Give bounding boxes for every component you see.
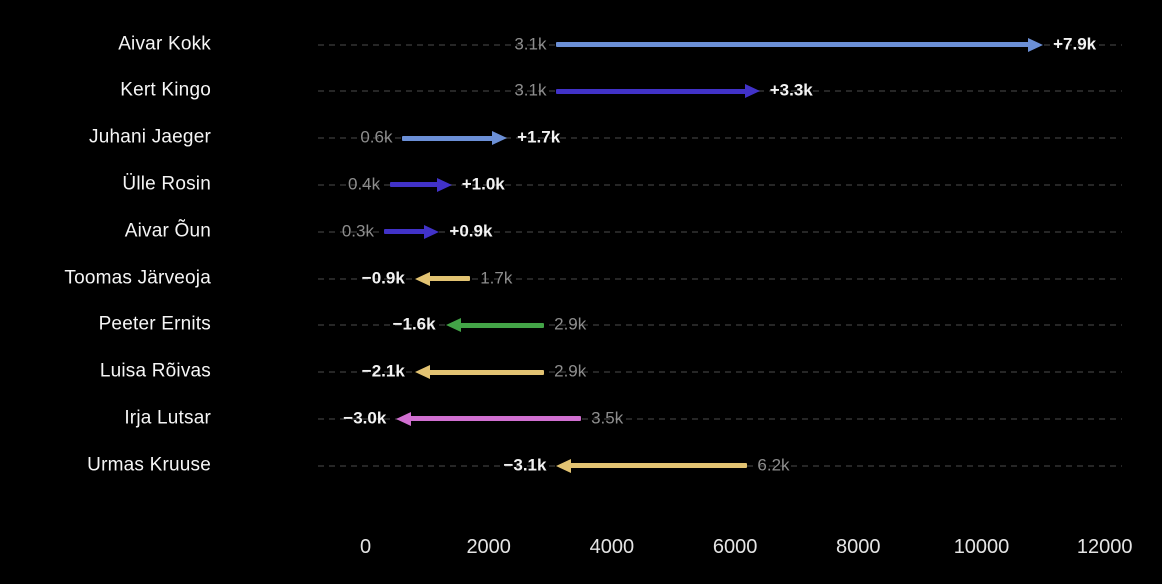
change-arrow-head: [424, 224, 440, 239]
x-tick-label: 12000: [1076, 536, 1133, 558]
row-category-label: Luisa Rõivas: [99, 360, 211, 382]
change-arrow-shaft: [556, 88, 747, 94]
change-value-label: +7.9k: [1053, 34, 1097, 54]
start-value-label: 3.1k: [514, 34, 547, 54]
chart-row: Aivar Õun 0.3k +0.9k: [0, 208, 1162, 255]
change-arrow-head: [492, 131, 508, 146]
row-category-label: Kert Kingo: [120, 79, 211, 101]
start-value-label: 0.6k: [360, 127, 393, 147]
row-category-label: Juhani Jaeger: [89, 126, 211, 148]
change-value-label: −1.6k: [392, 314, 436, 334]
x-tick-label: 8000: [836, 536, 881, 558]
change-arrow-head: [1028, 37, 1044, 52]
change-arrow-shaft: [402, 135, 495, 141]
change-value-label: −3.0k: [343, 408, 387, 428]
chart-row: Aivar Kokk 3.1k +7.9k: [0, 21, 1162, 68]
gridline: [318, 230, 1122, 233]
change-value-label: +1.7k: [517, 127, 561, 147]
change-arrow-shaft: [427, 276, 471, 281]
chart-row: Ülle Rosin 0.4k +1.0k: [0, 161, 1162, 208]
change-value-label: +0.9k: [449, 221, 493, 241]
start-value-label: 3.1k: [514, 80, 547, 100]
chart-row: Peeter Ernits 2.9k −1.6k: [0, 302, 1162, 349]
change-arrow-head: [414, 271, 430, 286]
gridline: [318, 417, 1122, 420]
row-category-label: Urmas Kruuse: [87, 454, 211, 476]
change-value-label: −3.1k: [503, 455, 547, 475]
change-arrow-head: [414, 365, 430, 380]
start-value-label: 2.9k: [554, 361, 587, 381]
x-tick-label: 2000: [466, 536, 511, 558]
change-arrow-shaft: [556, 42, 1031, 47]
x-tick-label: 10000: [953, 536, 1010, 558]
chart-row: Toomas Järveoja 1.7k −0.9k: [0, 255, 1162, 302]
change-value-label: +3.3k: [769, 80, 813, 100]
chart-row: Kert Kingo 3.1k +3.3k: [0, 68, 1162, 115]
start-value-label: 2.9k: [554, 314, 587, 334]
start-value-label: 3.5k: [591, 408, 624, 428]
chart-row: Irja Lutsar 3.5k −3.0k: [0, 395, 1162, 442]
row-category-label: Ülle Rosin: [122, 173, 211, 195]
change-arrow-shaft: [390, 182, 439, 188]
change-arrow-head: [396, 411, 412, 426]
x-tick-label: 4000: [589, 536, 635, 558]
change-arrow-head: [556, 458, 572, 473]
gridline: [318, 277, 1122, 280]
start-value-label: 0.3k: [341, 221, 374, 241]
change-arrow-head: [744, 84, 760, 99]
x-tick-label: 0: [359, 536, 372, 558]
x-tick-label: 6000: [712, 536, 758, 558]
change-arrow-shaft: [383, 229, 427, 235]
gridline: [318, 183, 1122, 186]
row-category-label: Aivar Õun: [124, 220, 211, 242]
change-arrow-shaft: [569, 463, 748, 469]
chart-row: Luisa Rõivas 2.9k −2.1k: [0, 349, 1162, 396]
change-arrow-shaft: [427, 369, 545, 375]
row-category-label: Peeter Ernits: [98, 313, 211, 335]
gridline: [318, 371, 1122, 374]
chart-row: Urmas Kruuse 6.2k −3.1k: [0, 442, 1162, 489]
start-value-label: 0.4k: [348, 174, 381, 194]
gridline: [318, 137, 1122, 140]
row-category-label: Aivar Kokk: [118, 33, 211, 55]
chart-row: Juhani Jaeger 0.6k +1.7k: [0, 115, 1162, 162]
change-arrow-head: [445, 318, 461, 333]
change-arrow-shaft: [458, 322, 545, 328]
change-value-label: +1.0k: [461, 174, 505, 194]
row-category-label: Irja Lutsar: [124, 407, 211, 429]
change-value-label: −0.9k: [361, 268, 405, 288]
row-category-label: Toomas Järveoja: [64, 267, 211, 289]
change-arrow-head: [436, 177, 452, 192]
start-value-label: 6.2k: [757, 455, 790, 475]
change-arrow-shaft: [409, 416, 582, 422]
change-value-label: −2.1k: [361, 361, 405, 381]
start-value-label: 1.7k: [480, 268, 513, 288]
gridline: [318, 324, 1122, 327]
